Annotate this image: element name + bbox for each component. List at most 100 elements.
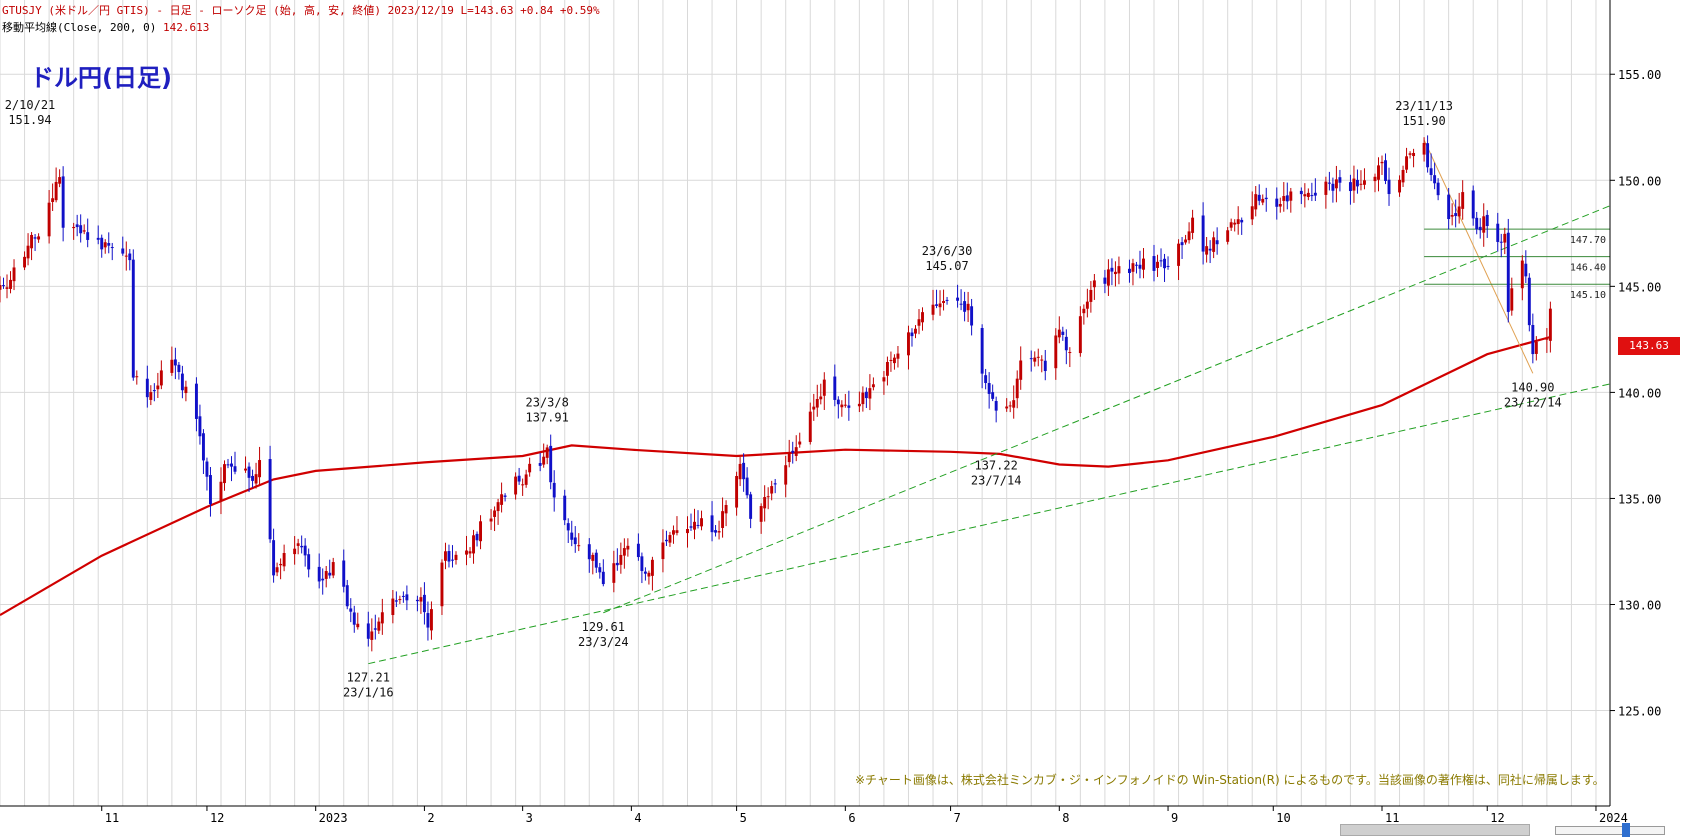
candle-body <box>896 353 900 359</box>
candle-body <box>268 459 272 540</box>
candle-body <box>1191 217 1195 233</box>
candle-body <box>303 545 307 556</box>
candle-body <box>500 494 504 505</box>
time-axis-label: 3 <box>526 811 533 825</box>
candle-body <box>1005 406 1009 409</box>
candle-body <box>794 447 798 456</box>
candle-body <box>1113 271 1117 275</box>
candle-body <box>798 441 802 445</box>
candle-body <box>300 545 304 548</box>
candle-body <box>689 526 693 528</box>
candle-body <box>871 384 875 388</box>
candle-body <box>370 631 374 640</box>
candle-body <box>724 505 728 514</box>
candle-body <box>307 554 311 570</box>
candle-body <box>1092 280 1096 288</box>
candle-body <box>226 464 230 466</box>
candle-body <box>279 563 283 566</box>
candle-body <box>156 385 160 390</box>
time-axis-label: 2023 <box>319 811 348 825</box>
candle-body <box>1250 206 1254 220</box>
zoom-slider-knob[interactable] <box>1622 823 1630 837</box>
pivot-label-bottom: 145.07 <box>925 259 968 273</box>
pivot-label-top: 140.90 <box>1511 380 1554 394</box>
candle-body <box>272 540 276 576</box>
candle-body <box>812 406 816 410</box>
candle-body <box>1482 216 1486 233</box>
candle-body <box>1131 263 1135 272</box>
candle-body <box>317 566 321 582</box>
candle-body <box>1187 231 1191 241</box>
candle-body <box>521 484 525 486</box>
candle-body <box>664 539 668 542</box>
candle-body <box>1331 183 1335 191</box>
candle-body <box>145 378 149 398</box>
candle-body <box>861 392 865 405</box>
candle-body <box>822 379 826 396</box>
pivot-label-top: 2/10/21 <box>5 98 56 112</box>
candle-body <box>107 243 111 246</box>
candle-body <box>742 462 746 480</box>
candle-body <box>1138 264 1142 269</box>
candle-body <box>472 535 475 554</box>
candle-body <box>12 267 16 282</box>
candle-body <box>1289 191 1293 201</box>
candle-body <box>1426 143 1430 168</box>
candle-body <box>110 247 114 249</box>
candle-body <box>1527 277 1531 326</box>
ma200-line <box>0 335 1551 617</box>
candle-body <box>173 359 177 366</box>
candle-body <box>1363 180 1366 185</box>
candle-body <box>26 245 30 259</box>
candle-body <box>1208 248 1212 251</box>
candle-body <box>194 383 198 419</box>
last-price-badge: 143.63 <box>1618 337 1680 355</box>
candle-body <box>2 285 5 287</box>
pivot-label-top: 137.22 <box>974 458 1017 472</box>
candle-body <box>517 475 521 482</box>
candle-body <box>1377 165 1380 180</box>
candle-body <box>991 392 995 399</box>
candle-body <box>1085 301 1089 309</box>
candle-body <box>647 572 651 577</box>
candle-body <box>1061 331 1065 335</box>
candle-body <box>885 361 889 376</box>
candle-body <box>247 466 251 478</box>
candle-body <box>1422 142 1426 155</box>
candle-body <box>1548 308 1552 341</box>
horizontal-scrollbar-thumb[interactable] <box>1340 824 1530 836</box>
zoom-slider-track[interactable] <box>1555 826 1665 835</box>
candle-body <box>966 303 970 311</box>
candle-body <box>1142 258 1145 270</box>
copyright-notice: ※チャート画像は、株式会社ミンカブ・ジ・インフォノイドの Win-Station… <box>855 773 1605 787</box>
candle-body <box>1387 179 1391 195</box>
candle-body <box>1078 316 1082 354</box>
candle-body <box>1264 197 1268 200</box>
candle-body <box>1205 246 1209 255</box>
candle-body <box>524 474 528 485</box>
candle-body <box>1327 182 1331 184</box>
candle-body <box>131 259 135 378</box>
candle-body <box>149 392 153 400</box>
candle-body <box>58 177 62 184</box>
candle-body <box>959 303 963 305</box>
candle-body <box>1461 192 1465 209</box>
candle-body <box>1201 215 1205 252</box>
candle-body <box>230 463 233 467</box>
candle-body <box>1503 233 1507 243</box>
candle-body <box>1054 335 1058 369</box>
candle-body <box>650 559 654 576</box>
level-label: 146.40 <box>1570 263 1606 274</box>
candle-body <box>475 533 479 541</box>
candle-body <box>380 612 384 624</box>
candle-body <box>566 523 570 531</box>
candle-body <box>124 255 128 257</box>
candle-body <box>552 482 556 498</box>
candle-body <box>1545 338 1549 340</box>
candle-body <box>1355 179 1359 187</box>
candle-body <box>717 531 721 533</box>
candle-body <box>1226 230 1230 242</box>
candle-body <box>675 530 679 533</box>
candle-body <box>1029 358 1033 360</box>
candle-body <box>293 548 297 555</box>
